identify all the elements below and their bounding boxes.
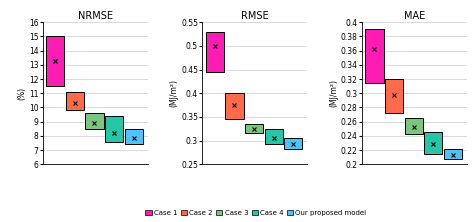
Bar <box>206 32 224 72</box>
Bar <box>245 124 263 133</box>
Bar <box>424 132 442 154</box>
Bar <box>405 118 423 135</box>
Y-axis label: (MJ/m²): (MJ/m²) <box>329 79 338 107</box>
Title: RMSE: RMSE <box>241 11 269 21</box>
Legend: Case 1, Case 2, Case 3, Case 4, Our proposed model: Case 1, Case 2, Case 3, Case 4, Our prop… <box>143 207 369 218</box>
Title: NRMSE: NRMSE <box>78 11 113 21</box>
Bar <box>284 138 302 149</box>
Y-axis label: (%): (%) <box>17 87 26 100</box>
Bar <box>125 129 143 144</box>
Title: MAE: MAE <box>404 11 425 21</box>
Bar <box>365 29 383 83</box>
Bar <box>385 79 403 113</box>
Bar <box>66 92 84 110</box>
Y-axis label: (MJ/m²): (MJ/m²) <box>169 79 178 107</box>
Bar <box>444 149 462 159</box>
Bar <box>46 36 64 86</box>
Bar <box>225 93 244 119</box>
Bar <box>264 129 283 144</box>
Bar <box>85 113 103 129</box>
Bar <box>105 116 123 142</box>
